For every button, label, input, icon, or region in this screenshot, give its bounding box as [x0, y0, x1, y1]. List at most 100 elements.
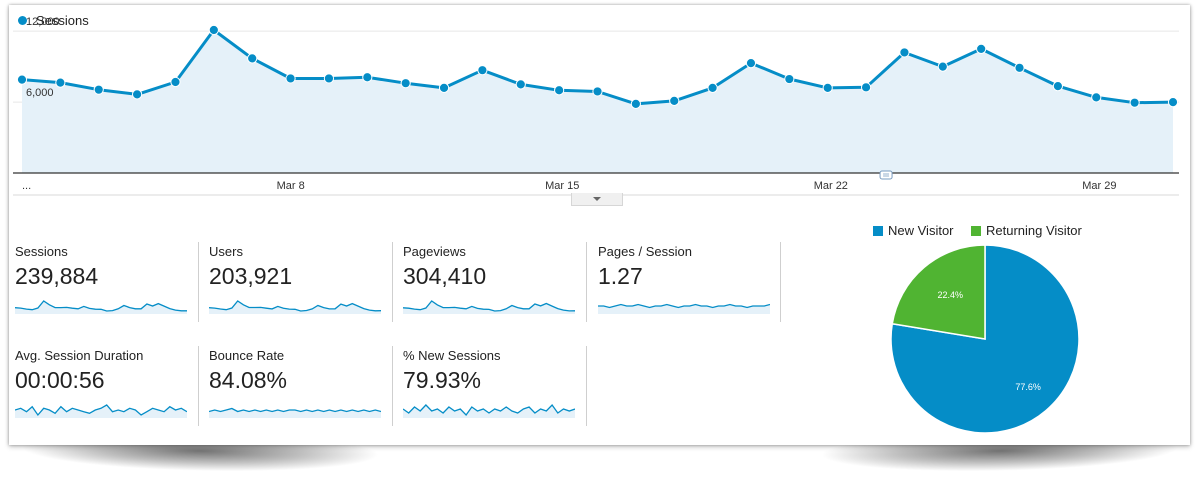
metric-value: 203,921 — [209, 263, 293, 289]
x-tick-label: Mar 15 — [545, 180, 580, 192]
data-point — [937, 61, 948, 72]
metric-divider — [392, 242, 393, 322]
sparkline — [403, 403, 575, 418]
metric-label: Pageviews — [403, 244, 466, 259]
sparkline — [209, 407, 381, 418]
x-tick-label: Mar 22 — [813, 180, 848, 192]
data-point — [132, 89, 143, 100]
data-point — [554, 85, 565, 96]
y-tick-label: 6,000 — [26, 87, 54, 100]
sessions-area-fill — [22, 30, 1173, 173]
sparkline — [15, 404, 187, 418]
sparkline-line — [15, 300, 187, 312]
data-point — [170, 76, 181, 88]
data-point — [822, 82, 833, 94]
data-point — [323, 73, 335, 84]
data-point — [362, 72, 373, 83]
metric-value: 79.93% — [403, 367, 482, 393]
sparkline-line — [209, 300, 381, 312]
chart-legend-label: Sessions — [36, 13, 89, 28]
pie-legend-returning-visitor[interactable]: Returning Visitor — [971, 223, 1082, 238]
metric-divider — [780, 242, 781, 322]
data-point — [669, 95, 680, 107]
data-point — [247, 53, 258, 64]
legend-square-icon — [873, 225, 883, 236]
pie-slice-label: 77.6% — [1015, 381, 1041, 392]
metric-value: 304,410 — [403, 263, 487, 289]
data-point — [860, 82, 872, 93]
metric-divider — [198, 346, 199, 426]
sparkline — [15, 300, 187, 314]
sparkline-fill — [403, 405, 575, 418]
sparkline-fill — [598, 304, 770, 314]
metric-value: 239,884 — [15, 263, 99, 289]
metric-label: Sessions — [15, 244, 68, 259]
metric-card-pages-per-session[interactable]: Pages / Session 1.27 — [592, 238, 777, 322]
metric-value: 1.27 — [598, 263, 643, 289]
metric-divider — [392, 346, 393, 426]
metric-card-new-sessions-pct[interactable]: % New Sessions 79.93% — [397, 342, 582, 426]
metric-label: Pages / Session — [598, 244, 692, 259]
sparkline-line — [403, 403, 575, 417]
data-point — [707, 82, 718, 94]
metric-divider — [586, 242, 587, 322]
data-point — [976, 43, 987, 55]
data-point — [1014, 62, 1025, 73]
data-point — [55, 77, 66, 88]
data-point — [1129, 97, 1140, 108]
chart-legend[interactable]: Sessions — [18, 13, 89, 28]
sparkline-fill — [209, 301, 381, 314]
sparkline-fill — [15, 301, 187, 314]
data-point — [1167, 96, 1179, 108]
metric-divider — [198, 242, 199, 322]
data-point — [400, 78, 411, 89]
metric-card-avg-session-duration[interactable]: Avg. Session Duration 00:00:56 — [9, 342, 194, 426]
metric-card-bounce-rate[interactable]: Bounce Rate 84.08% — [203, 342, 388, 426]
sparkline — [598, 303, 770, 314]
data-point — [477, 65, 488, 76]
data-point — [745, 57, 757, 69]
metric-card-users[interactable]: Users 203,921 — [203, 238, 388, 322]
metric-label: % New Sessions — [403, 348, 501, 363]
sparkline-line — [598, 303, 770, 309]
y-tick-label: 12,000 — [26, 16, 60, 29]
data-point — [438, 82, 450, 94]
analytics-panel: Sessions 12,000 6,000 ... Mar 8 Mar 15 Mar 2… — [9, 5, 1190, 445]
annotation-icon[interactable] — [879, 170, 893, 180]
legend-square-icon — [971, 225, 981, 236]
metric-value: 84.08% — [209, 367, 288, 393]
data-point — [515, 79, 526, 90]
sparkline-line — [209, 407, 381, 413]
pie-slice-new-visitor — [890, 244, 1080, 434]
sparkline-line — [403, 300, 575, 312]
sparkline-fill — [403, 301, 575, 314]
chevron-down-icon — [593, 197, 601, 201]
sparkline — [403, 300, 575, 314]
pie-legend-label: Returning Visitor — [986, 223, 1082, 238]
data-point — [285, 73, 296, 84]
data-point — [630, 98, 641, 109]
metric-card-sessions[interactable]: Sessions 239,884 — [9, 238, 194, 322]
collapse-chart-toggle[interactable] — [571, 193, 623, 206]
data-point — [93, 84, 104, 95]
sparkline-fill — [15, 405, 187, 418]
legend-dot-icon — [18, 16, 27, 25]
data-point — [16, 74, 28, 85]
sessions-line-chart[interactable] — [9, 5, 1190, 205]
metric-card-pageviews[interactable]: Pageviews 304,410 — [397, 238, 582, 322]
sparkline — [209, 300, 381, 314]
data-point — [784, 73, 795, 85]
data-point — [899, 47, 910, 58]
pie-slice-label: 22.4% — [937, 289, 964, 300]
x-tick-label: ... — [22, 180, 32, 192]
data-point — [592, 86, 603, 97]
data-point — [1091, 92, 1102, 103]
data-point — [208, 24, 219, 36]
metric-label: Avg. Session Duration — [15, 348, 144, 363]
pie-legend-label: New Visitor — [888, 223, 954, 238]
data-point — [1052, 81, 1064, 92]
x-tick-label: Mar 29 — [1082, 180, 1117, 192]
metric-label: Users — [209, 244, 243, 259]
sparkline-line — [15, 404, 187, 417]
pie-legend-new-visitor[interactable]: New Visitor — [873, 223, 954, 238]
